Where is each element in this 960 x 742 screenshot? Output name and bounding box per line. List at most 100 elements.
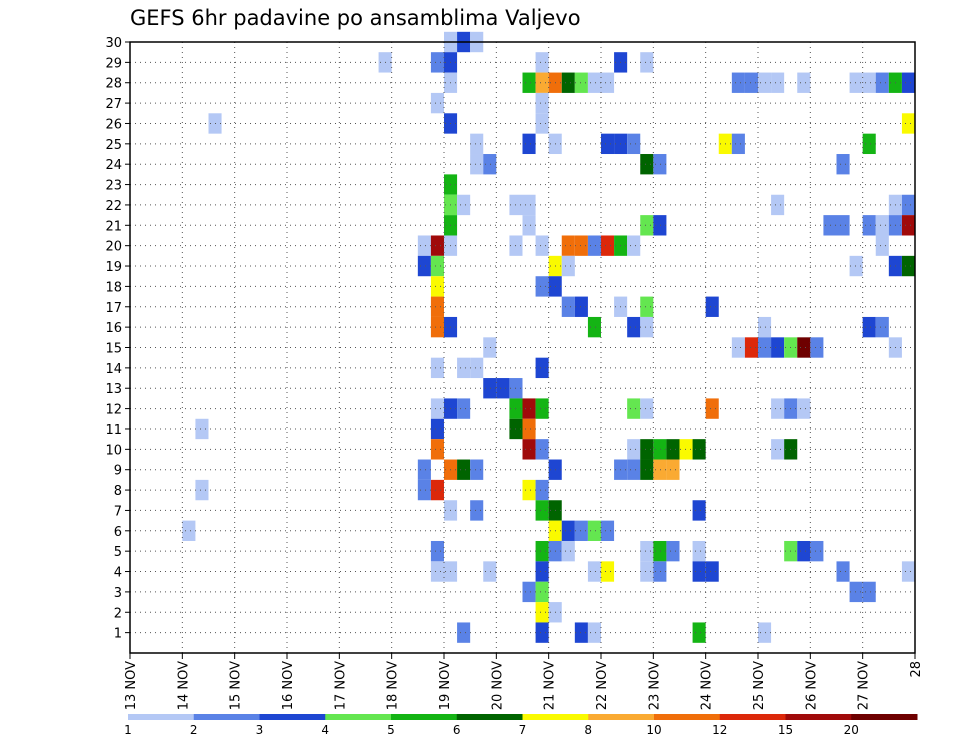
x-tick-label: 18 NOV	[386, 661, 401, 710]
heatmap-cell	[417, 235, 431, 256]
heatmap-cell	[901, 255, 915, 277]
heatmap-cell	[561, 255, 575, 277]
heatmap-cell	[535, 398, 549, 419]
heatmap-cell	[430, 255, 444, 277]
heatmap-cell	[601, 520, 615, 541]
heatmap-cell	[901, 215, 915, 236]
x-tick-label: 19 NOV	[438, 661, 453, 710]
colorbar-label: 12	[712, 723, 727, 737]
heatmap-cell	[771, 337, 785, 358]
heatmap-cell	[640, 215, 654, 236]
heatmap-cell	[535, 581, 549, 603]
heatmap-cell	[430, 418, 444, 440]
colorbar-label: 8	[584, 723, 592, 737]
x-axis: 13 NOV 14 NOV 15 NOV 16 NOV 17 NOV 18 NOV 19 N…	[124, 653, 924, 710]
heatmap-cell	[430, 540, 444, 562]
heatmap-cell	[692, 540, 706, 562]
heatmap-cell	[587, 622, 601, 643]
heatmap-cell	[640, 439, 654, 460]
heatmap-cell	[797, 398, 811, 419]
heatmap-cell	[522, 439, 536, 460]
heatmap-cell	[587, 72, 601, 93]
y-tick-label: 18	[105, 280, 122, 295]
heatmap-cell	[535, 602, 549, 623]
heatmap-cell	[470, 357, 484, 379]
heatmap-cell	[797, 72, 811, 93]
heatmap-cell	[744, 72, 758, 93]
heatmap-cell	[731, 72, 745, 93]
heatmap-cell	[195, 479, 209, 501]
heatmap-cell	[653, 561, 667, 582]
y-tick-label: 5	[114, 545, 122, 560]
y-tick-label: 15	[105, 342, 122, 357]
heatmap-cell	[679, 439, 693, 460]
x-tick-label: 17 NOV	[333, 661, 348, 710]
heatmap-cell	[430, 561, 444, 582]
heatmap-cell	[627, 398, 641, 419]
heatmap-cell	[653, 439, 667, 460]
heatmap-cell	[457, 194, 471, 216]
heatmap-cell	[457, 622, 471, 643]
chart-title: GEFS 6hr padavine po ansamblima Valjevo	[130, 6, 581, 30]
heatmap-cell	[483, 561, 497, 582]
colorbar-swatch	[785, 714, 852, 720]
heatmap-cell	[470, 133, 484, 155]
heatmap-cell	[836, 561, 850, 582]
heatmap-cell	[561, 540, 575, 562]
colorbar-swatch	[522, 714, 589, 720]
heatmap-cell	[535, 72, 549, 93]
heatmap-cell	[810, 337, 824, 358]
colorbar-label: 15	[778, 723, 793, 737]
y-axis: 1234567891011121314151617181920212223242…	[105, 36, 130, 642]
y-tick-label: 3	[114, 586, 122, 601]
y-tick-label: 11	[105, 423, 122, 438]
heatmap-cell	[574, 235, 588, 256]
y-tick-label: 1	[114, 627, 122, 642]
y-tick-label: 7	[114, 504, 122, 519]
heatmap-cell	[862, 133, 876, 155]
heatmap-cell	[587, 235, 601, 256]
heatmap-cell	[417, 459, 431, 480]
heatmap-cell	[430, 479, 444, 501]
heatmap-cell	[640, 52, 654, 73]
heatmap-cell	[862, 72, 876, 93]
y-tick-label: 19	[105, 260, 122, 275]
x-tick-label: 28	[909, 661, 924, 678]
y-tick-label: 12	[105, 403, 122, 418]
heatmap-cell	[470, 154, 484, 175]
heatmap-cell	[771, 439, 785, 460]
heatmap-cell	[182, 520, 196, 541]
heatmap-cell	[627, 316, 641, 338]
y-tick-label: 10	[105, 443, 122, 458]
y-tick-label: 29	[105, 56, 122, 71]
heatmap-cell	[535, 92, 549, 114]
heatmap-cell	[561, 72, 575, 93]
y-tick-label: 16	[105, 321, 122, 336]
heatmap-cell	[901, 194, 915, 216]
heatmap-cell	[601, 133, 615, 155]
colorbar-swatch	[391, 714, 458, 720]
heatmap-cell	[836, 154, 850, 175]
heatmap-cell	[430, 92, 444, 114]
x-tick-label: 25 NOV	[752, 661, 767, 710]
heatmap-cell	[627, 439, 641, 460]
colorbar-label: 4	[321, 723, 329, 737]
y-tick-label: 26	[105, 117, 122, 132]
heatmap-cell	[797, 540, 811, 562]
colorbar: 1 2 3 4 5 6 7 8 10 12 15 20	[124, 714, 918, 737]
x-tick-label: 21 NOV	[543, 661, 558, 710]
heatmap-cells	[182, 31, 915, 643]
heatmap-cell	[758, 72, 772, 93]
heatmap-cell	[640, 296, 654, 317]
heatmap-cell	[430, 296, 444, 317]
heatmap-cell	[901, 72, 915, 93]
heatmap-cell	[627, 459, 641, 480]
y-tick-label: 13	[105, 382, 122, 397]
heatmap-cell	[601, 235, 615, 256]
heatmap-cell	[653, 459, 667, 480]
heatmap-cell	[666, 459, 680, 480]
heatmap-cell	[522, 418, 536, 440]
heatmap-cell	[535, 479, 549, 501]
colorbar-label: 7	[519, 723, 527, 737]
